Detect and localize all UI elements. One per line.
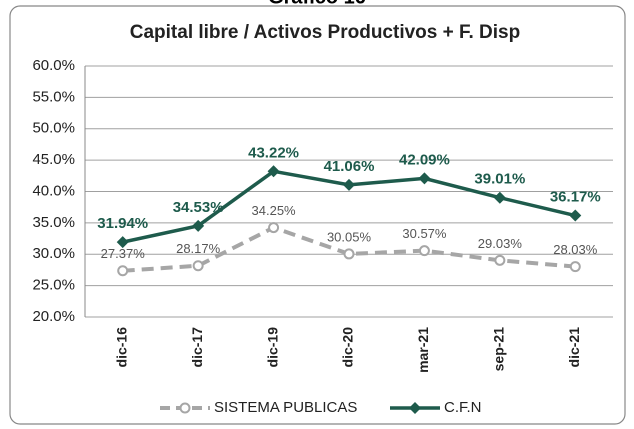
y-tick-label: 40.0% [32, 182, 75, 199]
data-label: 28.17% [176, 241, 221, 256]
y-tick-label: 60.0% [32, 57, 75, 74]
x-tick-label: dic-17 [189, 327, 205, 368]
x-tick-label: dic-21 [566, 327, 582, 368]
legend-label: C.F.N [444, 399, 482, 416]
y-tick-label: 25.0% [32, 277, 75, 294]
point [343, 248, 355, 260]
chart-title: Capital libre / Activos Productivos + F.… [130, 22, 520, 43]
legend-label: SISTEMA PUBLICAS [214, 399, 357, 416]
point [494, 254, 506, 266]
data-label: 36.17% [550, 189, 601, 206]
point [569, 209, 582, 222]
data-label: 30.57% [402, 226, 447, 241]
x-tick-label: sep-21 [491, 327, 507, 372]
data-label: 43.22% [248, 144, 299, 161]
point [117, 265, 129, 277]
point [267, 165, 280, 178]
point [569, 261, 581, 273]
point [493, 191, 506, 204]
y-tick-label: 45.0% [32, 151, 75, 168]
legend-marker [409, 402, 421, 414]
y-tick-label: 50.0% [32, 120, 75, 137]
y-tick-label: 30.0% [32, 245, 75, 262]
x-tick-label: dic-20 [340, 327, 356, 368]
y-tick-label: 35.0% [32, 214, 75, 231]
point [192, 260, 204, 272]
data-label: 31.94% [97, 215, 148, 232]
data-label: 28.03% [553, 242, 598, 257]
y-tick-label: 20.0% [32, 308, 75, 325]
point [418, 172, 431, 185]
data-label: 34.25% [252, 203, 297, 218]
point [343, 178, 355, 191]
data-label: 34.53% [173, 199, 224, 216]
y-tick-label: 55.0% [32, 88, 75, 105]
x-tick-label: mar-21 [415, 327, 431, 373]
data-label: 30.05% [327, 229, 372, 244]
caption: Gráfico 16 [268, 0, 366, 8]
data-label: 27.37% [101, 246, 146, 261]
legend-marker [179, 402, 191, 414]
data-label: 41.06% [324, 158, 375, 175]
point [268, 222, 280, 234]
point [116, 236, 129, 249]
chart-frame [9, 5, 626, 425]
point [418, 245, 430, 257]
point [192, 219, 205, 232]
data-label: 29.03% [478, 236, 523, 251]
x-tick-label: dic-16 [113, 327, 129, 368]
data-label: 39.01% [474, 171, 525, 188]
x-tick-label: dic-19 [264, 327, 280, 368]
data-label: 42.09% [399, 151, 450, 168]
